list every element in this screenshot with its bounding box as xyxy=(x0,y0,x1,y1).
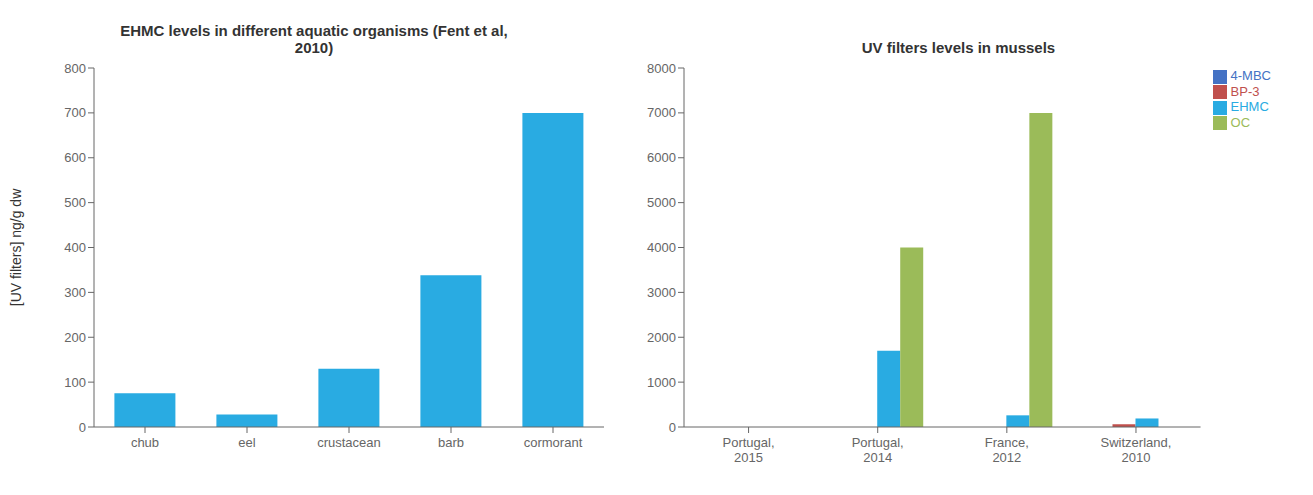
html-text:2010): 2010) xyxy=(294,39,334,56)
svg-text:200: 200 xyxy=(64,330,86,345)
svg-text:cormorant: cormorant xyxy=(524,435,583,450)
html-text:BP-3: BP-3 xyxy=(1230,83,1260,99)
svg-text:700: 700 xyxy=(64,105,86,120)
html-text:EHMC: EHMC xyxy=(1230,99,1269,115)
svg-text:0: 0 xyxy=(669,420,676,435)
svg-text:4000: 4000 xyxy=(647,240,676,255)
svg-text:0: 0 xyxy=(79,420,86,435)
svg-text:100: 100 xyxy=(64,375,86,390)
svg-text:Portugal,2014: Portugal,2014 xyxy=(852,435,904,466)
svg-text:[UV filters] ng/g dw: [UV filters] ng/g dw xyxy=(8,188,24,306)
svg-text:300: 300 xyxy=(64,285,86,300)
svg-text:7000: 7000 xyxy=(647,105,676,120)
svg-text:2000: 2000 xyxy=(647,330,676,345)
svg-text:chub: chub xyxy=(131,435,159,450)
html-text:OC: OC xyxy=(1230,114,1250,130)
svg-text:Portugal,2015: Portugal,2015 xyxy=(723,435,775,466)
svg-text:8000: 8000 xyxy=(647,61,676,76)
html-text:UV filters levels in mussels: UV filters levels in mussels xyxy=(861,39,1056,56)
svg-text:crustacean: crustacean xyxy=(317,435,381,450)
svg-text:barb: barb xyxy=(438,435,464,450)
svg-text:600: 600 xyxy=(64,150,86,165)
svg-text:3000: 3000 xyxy=(647,285,676,300)
svg-text:France,2012: France,2012 xyxy=(985,435,1029,466)
svg-text:400: 400 xyxy=(64,240,86,255)
html-text:EHMC levels in different aquat: EHMC levels in different aquatic organis… xyxy=(120,22,508,39)
svg-text:eel: eel xyxy=(238,435,255,450)
svg-text:6000: 6000 xyxy=(647,150,676,165)
svg-text:5000: 5000 xyxy=(647,195,676,210)
html-text:4-MBC: 4-MBC xyxy=(1230,68,1271,83)
svg-text:800: 800 xyxy=(64,61,86,76)
svg-text:Switzerland,2010: Switzerland,2010 xyxy=(1101,435,1172,466)
svg-text:1000: 1000 xyxy=(647,375,676,390)
svg-text:500: 500 xyxy=(64,195,86,210)
